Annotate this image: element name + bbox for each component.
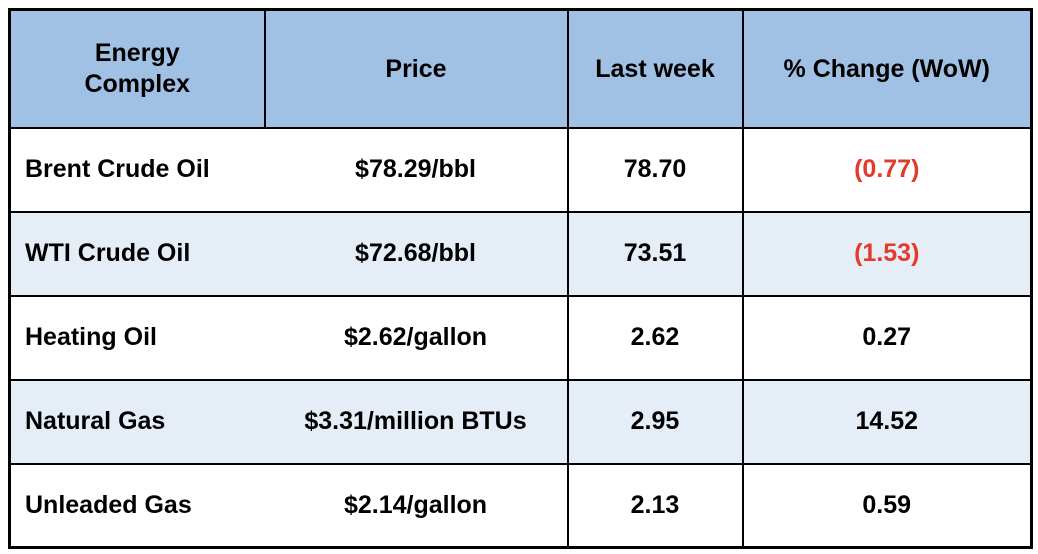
header-row: Energy Complex Price Last week % Change … (8, 8, 1033, 129)
price-value: $3.31/million BTUs (264, 378, 569, 465)
commodity-name: Natural Gas (8, 378, 265, 465)
table-row-heating-oil: Heating Oil $2.62/gallon 2.62 0.27 (8, 294, 1033, 381)
table-row-brent-crude-oil: Brent Crude Oil $78.29/bbl 78.70 (0.77) (8, 126, 1033, 213)
price-value: $78.29/bbl (264, 126, 569, 213)
energy-complex-table: Energy Complex Price Last week % Change … (8, 8, 1033, 549)
table-row-unleaded-gas: Unleaded Gas $2.14/gallon 2.13 0.59 (8, 462, 1033, 549)
commodity-name: WTI Crude Oil (8, 210, 265, 297)
price-value: $2.62/gallon (264, 294, 569, 381)
pct-change-value: (1.53) (741, 210, 1033, 297)
price-value: $72.68/bbl (264, 210, 569, 297)
last-week-value: 73.51 (566, 210, 744, 297)
commodity-name: Heating Oil (8, 294, 265, 381)
last-week-value: 78.70 (566, 126, 744, 213)
column-header-price: Price (263, 8, 569, 129)
last-week-value: 2.95 (566, 378, 744, 465)
table-row-wti-crude-oil: WTI Crude Oil $72.68/bbl 73.51 (1.53) (8, 210, 1033, 297)
pct-change-value: 0.59 (741, 462, 1033, 549)
column-header-energy-complex: Energy Complex (8, 8, 266, 129)
table-row-natural-gas: Natural Gas $3.31/million BTUs 2.95 14.5… (8, 378, 1033, 465)
price-value: $2.14/gallon (264, 462, 569, 549)
commodity-name: Unleaded Gas (8, 462, 265, 549)
pct-change-value: 14.52 (741, 378, 1033, 465)
pct-change-value: (0.77) (741, 126, 1033, 213)
last-week-value: 2.13 (566, 462, 744, 549)
pct-change-value: 0.27 (741, 294, 1033, 381)
last-week-value: 2.62 (566, 294, 744, 381)
column-header-pct-change-wow: % Change (WoW) (741, 8, 1033, 129)
column-header-last-week: Last week (566, 8, 744, 129)
commodity-name: Brent Crude Oil (8, 126, 265, 213)
